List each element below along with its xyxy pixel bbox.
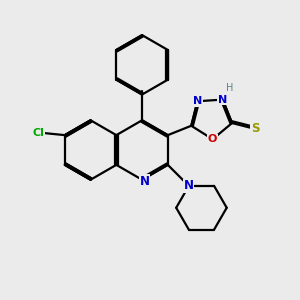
- Text: O: O: [208, 134, 217, 144]
- Text: N: N: [218, 94, 227, 105]
- Text: N: N: [193, 96, 202, 106]
- Text: N: N: [184, 179, 194, 192]
- Text: S: S: [251, 122, 260, 135]
- Text: Cl: Cl: [32, 128, 44, 138]
- Text: H: H: [226, 83, 233, 93]
- Text: N: N: [140, 175, 149, 188]
